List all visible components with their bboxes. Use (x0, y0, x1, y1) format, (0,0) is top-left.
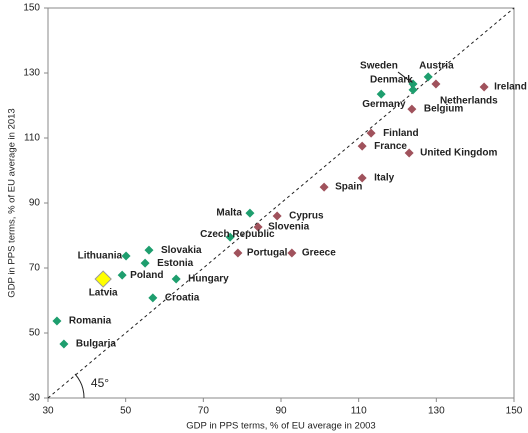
leader-line (397, 71, 412, 83)
point-label: Bulgaria (76, 339, 116, 350)
point (52, 316, 62, 326)
point-label: Malta (216, 208, 242, 219)
point (408, 79, 418, 89)
point-label: Poland (130, 270, 163, 281)
x-axis-title: GDP in PPS terms, % of EU average in 200… (186, 421, 375, 432)
point-label: Estonia (157, 258, 194, 269)
x-tick-label: 50 (120, 406, 132, 417)
point (94, 270, 112, 288)
point (319, 182, 329, 192)
point-label: Germany (362, 99, 406, 110)
point (59, 339, 69, 349)
y-tick-label: 130 (23, 68, 40, 79)
y-tick-label: 150 (23, 3, 40, 14)
point (357, 141, 367, 151)
x-tick-label: 110 (351, 406, 367, 417)
x-tick-label: 70 (198, 406, 210, 417)
point (404, 148, 414, 158)
point-label: Netherlands (440, 96, 498, 107)
point-label: Latvia (89, 288, 118, 299)
point-label: Romania (69, 316, 112, 327)
diagonal-line (47, 7, 515, 399)
point-label: Portugal (247, 248, 288, 259)
point-label: Finland (383, 128, 419, 139)
point-label: Lithuania (78, 251, 123, 262)
point-label: Austria (419, 61, 454, 72)
x-tick-label: 150 (506, 406, 523, 417)
point (253, 222, 263, 232)
point (431, 79, 441, 89)
y-tick-label: 90 (29, 198, 41, 209)
y-tick-label: 50 (29, 328, 41, 339)
point-label: Slovakia (161, 245, 202, 256)
point (366, 128, 376, 138)
x-tick-label: 90 (275, 406, 287, 417)
angle-label: 45° (91, 376, 109, 390)
y-tick-label: 70 (29, 263, 41, 274)
point (144, 245, 154, 255)
point (423, 72, 433, 82)
point-label: Ireland (494, 82, 527, 93)
point (117, 270, 127, 280)
point (225, 232, 235, 242)
angle-arc (74, 373, 85, 399)
point (408, 85, 418, 95)
y-tick-label: 30 (29, 393, 41, 404)
point (376, 89, 386, 99)
point (171, 274, 181, 284)
point (121, 251, 131, 261)
y-axis-title: GDP in PPS terms, % of EU average in 201… (7, 108, 18, 297)
point-label: Hungary (188, 274, 229, 285)
point-label: Czech Republic (200, 229, 275, 240)
point (479, 82, 489, 92)
point-label: Greece (302, 248, 336, 259)
y-tick-label: 110 (24, 133, 40, 144)
x-tick-label: 130 (428, 406, 445, 417)
point (148, 293, 158, 303)
point-label: Sweden (360, 61, 398, 72)
point (272, 211, 282, 221)
point-label: United Kingdom (420, 148, 497, 159)
point (287, 248, 297, 258)
point (233, 248, 243, 258)
point-label: Italy (374, 173, 394, 184)
point (407, 104, 417, 114)
point-label: Slovenia (268, 222, 310, 233)
point-label: Spain (335, 182, 362, 193)
point (140, 258, 150, 268)
point-label: Cyprus (289, 211, 324, 222)
point-label: Denmark (370, 75, 413, 86)
point-label: Belgium (424, 104, 464, 115)
x-tick-label: 30 (42, 406, 54, 417)
point (357, 173, 367, 183)
point-label: Croatia (165, 293, 200, 304)
point (245, 208, 255, 218)
point-label: France (374, 141, 407, 152)
